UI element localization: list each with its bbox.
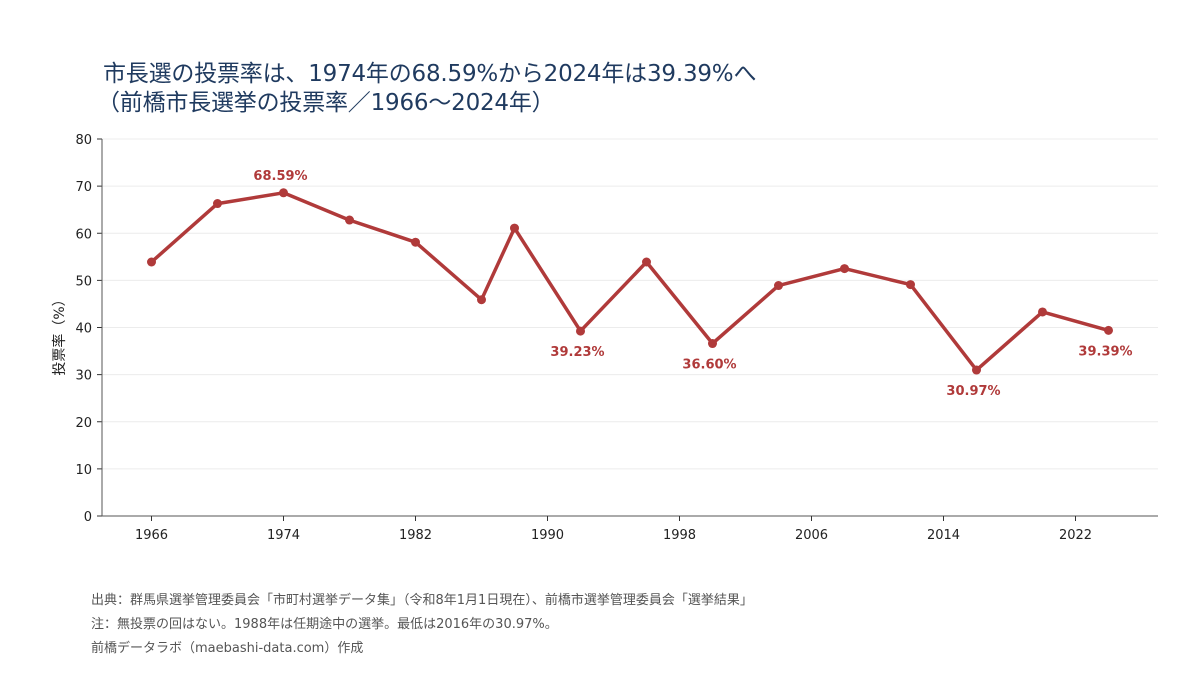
data-point [840,264,849,274]
y-tick-label: 40 [75,322,92,337]
y-tick-label: 30 [75,369,92,384]
data-point [1104,325,1113,335]
x-axis: 1966 1974 1982 1990 1998 2006 2014 2022 [102,515,1158,543]
data-label: 30.97% [946,384,1000,399]
data-label: 39.39% [1078,344,1132,359]
y-axis: 0 10 20 30 40 50 60 70 80 [75,133,103,525]
data-point [774,281,783,291]
chart-title-line1: 市長選の投票率は、1974年の68.59%から2024年は39.39%へ [103,61,757,87]
data-point [576,326,585,336]
y-tick-label: 0 [84,510,92,525]
x-tick-label: 1998 [663,528,696,543]
footnotes: 出典：群馬県選挙管理委員会「市町村選挙データ集」（令和8年1月1日現在）、前橋市… [91,589,753,661]
y-axis-label: 投票率（%） [51,292,68,375]
y-tick-label: 50 [75,274,92,289]
y-tick-label: 10 [75,463,92,478]
series-line [147,188,1113,375]
data-point [411,237,420,247]
x-tick-label: 2014 [927,528,960,543]
data-point [708,339,717,349]
grid-lines [102,138,1158,470]
x-tick-label: 1974 [267,528,300,543]
chart-title: 市長選の投票率は、1974年の68.59%から2024年は39.39%へ （前橋… [97,60,1163,118]
y-tick-label: 80 [75,133,92,148]
x-tick-label: 1966 [135,528,168,543]
y-tick-label: 60 [75,227,92,242]
source-note: 出典：群馬県選挙管理委員会「市町村選挙データ集」（令和8年1月1日現在）、前橋市… [91,593,753,608]
series-polyline [149,191,1111,372]
data-point [477,295,486,305]
x-tick-label: 2006 [795,528,828,543]
data-labels: 68.59% 39.23% 36.60% 30.97% 39.39% [253,169,1132,399]
data-point [279,188,288,198]
data-label: 36.60% [682,358,736,373]
data-point [642,257,651,267]
x-tick-label: 2022 [1059,528,1092,543]
data-label: 68.59% [253,169,307,184]
y-tick-label: 70 [75,180,92,195]
data-label: 39.23% [550,345,604,360]
data-point [510,223,519,233]
credit-note: 前橋データラボ（maebashi-data.com）作成 [91,641,364,656]
data-point [906,280,915,290]
data-point [345,215,354,225]
x-tick-label: 1982 [399,528,432,543]
chart-title-line2: （前橋市長選挙の投票率／1966〜2024年） [97,90,555,116]
x-tick-label: 1990 [531,528,564,543]
data-point [1038,307,1047,317]
data-point [972,365,981,375]
annotation-note: 注：無投票の回はない。1988年は任期途中の選挙。最低は2016年の30.97%… [91,617,558,632]
y-tick-label: 20 [75,416,92,431]
data-point [147,257,156,267]
data-point [213,199,222,209]
